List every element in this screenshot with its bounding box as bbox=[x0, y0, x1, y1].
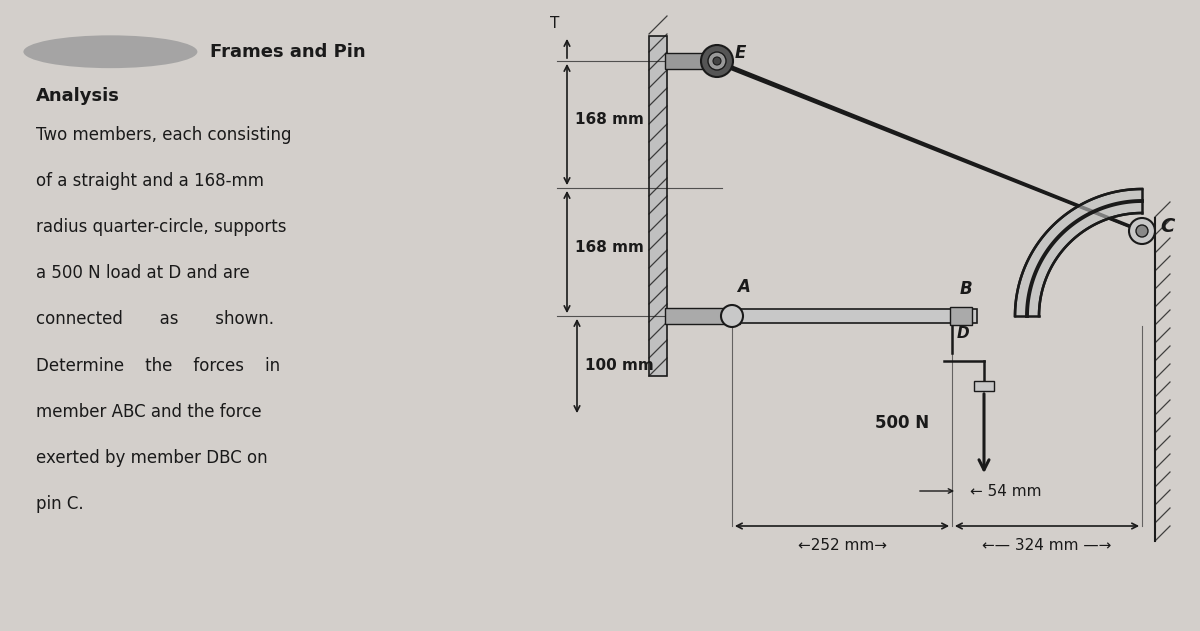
Text: Determine    the    forces    in: Determine the forces in bbox=[36, 357, 280, 375]
Circle shape bbox=[708, 52, 726, 70]
Text: pin C.: pin C. bbox=[36, 495, 84, 513]
Text: member ABC and the force: member ABC and the force bbox=[36, 403, 262, 421]
Text: 168 mm: 168 mm bbox=[575, 112, 644, 127]
Bar bbox=[974, 381, 994, 391]
Bar bbox=[649, 36, 667, 376]
Text: A: A bbox=[737, 278, 750, 296]
Text: connected       as       shown.: connected as shown. bbox=[36, 310, 274, 329]
Text: a 500 N load at D and are: a 500 N load at D and are bbox=[36, 264, 250, 283]
Circle shape bbox=[701, 45, 733, 77]
Bar bbox=[665, 308, 740, 324]
Text: ←— 324 mm —→: ←— 324 mm —→ bbox=[983, 538, 1111, 553]
Polygon shape bbox=[1015, 189, 1142, 316]
Text: 500 N: 500 N bbox=[875, 415, 929, 432]
Circle shape bbox=[721, 305, 743, 327]
Text: T: T bbox=[551, 16, 559, 31]
Text: ←252 mm→: ←252 mm→ bbox=[798, 538, 887, 553]
Text: C: C bbox=[1160, 216, 1175, 235]
Bar bbox=[727, 309, 977, 323]
Circle shape bbox=[1136, 225, 1148, 237]
Bar bbox=[950, 307, 972, 325]
Text: 168 mm: 168 mm bbox=[575, 240, 644, 254]
Text: ← 54 mm: ← 54 mm bbox=[970, 484, 1042, 499]
Text: Frames and Pin: Frames and Pin bbox=[210, 43, 366, 61]
Text: E: E bbox=[734, 44, 746, 62]
Text: D: D bbox=[958, 326, 970, 341]
Text: 100 mm: 100 mm bbox=[586, 358, 654, 374]
Text: B: B bbox=[960, 280, 973, 298]
Text: Analysis: Analysis bbox=[36, 87, 120, 105]
Circle shape bbox=[713, 57, 721, 65]
Text: exerted by member DBC on: exerted by member DBC on bbox=[36, 449, 268, 467]
Bar bbox=[665, 53, 718, 69]
Text: of a straight and a 168-mm: of a straight and a 168-mm bbox=[36, 172, 264, 191]
Circle shape bbox=[1129, 218, 1154, 244]
Text: radius quarter-circle, supports: radius quarter-circle, supports bbox=[36, 218, 287, 237]
Text: Two members, each consisting: Two members, each consisting bbox=[36, 126, 292, 144]
